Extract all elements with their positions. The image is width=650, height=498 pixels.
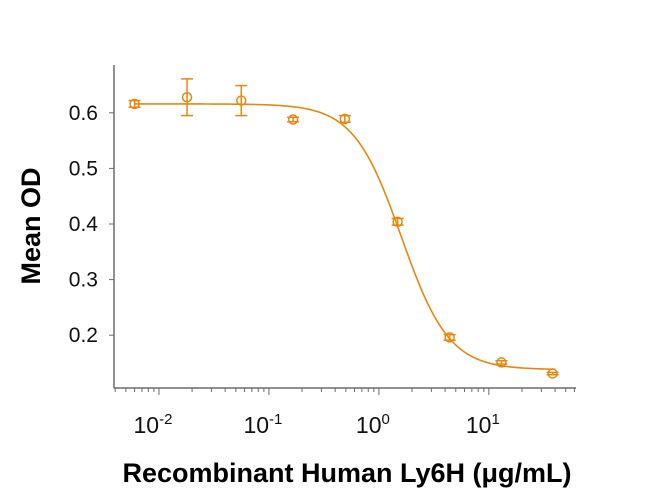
- x-tick-label: 100: [356, 411, 390, 438]
- data-point: [339, 113, 351, 125]
- y-tick-label: 0.4: [69, 213, 99, 236]
- data-point: [129, 98, 140, 110]
- data-point: [392, 216, 403, 228]
- y-tick-label: 0.6: [69, 102, 98, 125]
- x-tick-label: 10-2: [133, 411, 172, 438]
- x-tick-label: 10-1: [243, 411, 282, 438]
- x-axis-title: Recombinant Human Ly6H (μg/mL): [122, 458, 571, 488]
- data-point: [287, 114, 299, 125]
- data-point: [496, 357, 507, 368]
- x-tick-label: 101: [466, 411, 500, 438]
- data-point: [181, 91, 193, 103]
- y-tick-label: 0.2: [69, 324, 98, 347]
- y-axis-title: Mean OD: [16, 167, 46, 284]
- y-tick-label: 0.5: [69, 157, 98, 180]
- fit-curve: [134, 103, 556, 371]
- data-point: [444, 332, 455, 343]
- data-point: [547, 368, 558, 379]
- y-tick-label: 0.3: [69, 269, 98, 292]
- data-point: [235, 95, 247, 106]
